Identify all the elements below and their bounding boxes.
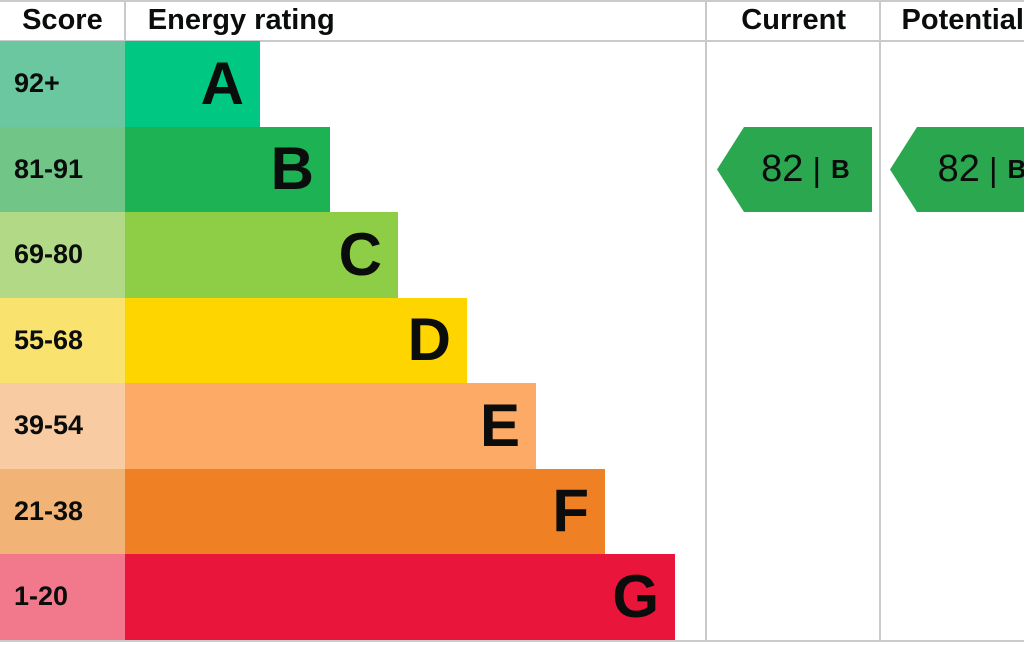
score-range-d: 55-68: [0, 297, 125, 383]
potential-band-letter: B: [1007, 154, 1024, 184]
band-row-g: 1-20 G: [0, 554, 1024, 640]
energy-rating-column-header: Energy rating: [147, 3, 335, 36]
current-column-divider: [705, 0, 707, 642]
rating-bar-g: G: [125, 554, 675, 640]
current-band-letter: B: [831, 154, 850, 184]
score-range-c: 69-80: [0, 212, 125, 298]
top-border-line: [0, 0, 1024, 2]
band-row-a: 92+ A: [0, 41, 1024, 127]
band-row-f: 21-38 F: [0, 468, 1024, 554]
band-letter-c: C: [338, 220, 382, 288]
score-range-b: 81-91: [0, 126, 125, 212]
band-letter-f: F: [552, 477, 589, 545]
bottom-border-line: [0, 640, 1024, 642]
band-letter-e: E: [479, 391, 520, 459]
band-row-d: 55-68 D: [0, 297, 1024, 383]
band-letter-d: D: [407, 306, 451, 374]
score-column-divider: [124, 0, 126, 40]
rating-bar-d: D: [125, 297, 467, 383]
score-column-header: Score: [22, 3, 103, 36]
band-letter-b: B: [270, 135, 314, 203]
current-column-header: Current: [741, 3, 847, 36]
score-range-e: 39-54: [0, 383, 125, 469]
band-letter-a: A: [200, 49, 244, 117]
rating-bar-c: C: [125, 212, 398, 298]
band-letter-g: G: [612, 562, 659, 630]
potential-column-divider: [879, 0, 881, 642]
band-row-b: 81-91 B: [0, 126, 1024, 212]
current-separator: |: [812, 150, 822, 188]
rating-bar-b: B: [125, 126, 330, 212]
band-row-c: 69-80 C: [0, 212, 1024, 298]
header-underline: [0, 40, 1024, 42]
potential-column-header: Potential: [901, 3, 1024, 36]
rating-bar-e: E: [125, 383, 536, 469]
table-header-row: Score Energy rating Current Potential: [0, 0, 1024, 40]
current-rating-arrow: 82 | B: [717, 127, 872, 212]
potential-separator: |: [988, 150, 998, 188]
rating-bar-a: A: [125, 41, 260, 127]
potential-rating-arrow: 82 | B: [890, 127, 1024, 212]
score-range-g: 1-20: [0, 554, 125, 640]
band-row-e: 39-54 E: [0, 383, 1024, 469]
current-score-value: 82: [761, 148, 804, 190]
score-range-a: 92+: [0, 41, 125, 127]
potential-score-value: 82: [937, 148, 980, 190]
rating-bar-f: F: [125, 468, 605, 554]
score-range-f: 21-38: [0, 468, 125, 554]
epc-band-rows: 92+ A 81-91 B 69-80 C 55-68 D 39-54: [0, 41, 1024, 640]
